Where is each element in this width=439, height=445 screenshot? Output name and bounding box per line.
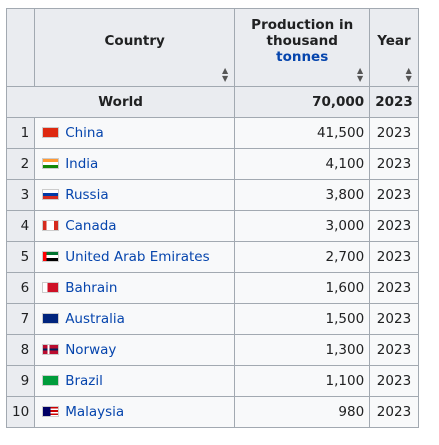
year-cell: 2023 <box>369 148 419 180</box>
flag-icon <box>42 375 60 386</box>
production-cell: 4,100 <box>234 148 371 180</box>
country-link[interactable]: Malaysia <box>65 404 125 420</box>
production-cell: 1,500 <box>234 303 371 335</box>
production-cell: 1,100 <box>234 365 371 397</box>
year-cell: 2023 <box>369 241 419 273</box>
country-link[interactable]: China <box>65 125 104 141</box>
table-row: 9 Brazil 1,100 2023 <box>5 365 419 397</box>
country-link[interactable]: Brazil <box>65 373 103 389</box>
country-link[interactable]: Canada <box>65 218 117 234</box>
country-header-text: Country <box>104 32 165 49</box>
header-row: Country ▲ ▼ Production in thousand tonnes ▲ ▼… <box>5 8 419 87</box>
table-row: 3 Russia 3,800 2023 <box>5 179 419 211</box>
year-cell: 2023 <box>369 179 419 211</box>
sort-arrow[interactable]: ▲ ▼ <box>405 66 412 83</box>
table-row: 1 China 41,500 2023 <box>5 117 419 149</box>
sort-arrow[interactable]: ▲ ▼ <box>222 66 229 83</box>
world-label: World <box>5 86 236 118</box>
flag-icon <box>42 158 60 169</box>
table-row: 10 Malaysia 980 2023 <box>5 396 419 428</box>
table-row: 2 India 4,100 2023 <box>5 148 419 180</box>
country-cell: Canada <box>34 210 236 242</box>
flag-icon <box>42 313 60 324</box>
table-row: 6 Bahrain 1,600 2023 <box>5 272 419 304</box>
flag-icon <box>42 189 60 200</box>
year-cell: 2023 <box>369 210 419 242</box>
production-header[interactable]: Production in thousand tonnes ▲ ▼ <box>234 8 371 87</box>
rank-header <box>5 8 36 87</box>
table-row: 8 Norway 1,300 2023 <box>5 334 419 366</box>
unit-link[interactable]: tonnes <box>276 48 329 65</box>
flag-icon <box>42 127 60 138</box>
table-row: 4 Canada 3,000 2023 <box>5 210 419 242</box>
table-row: 7 Australia 1,500 2023 <box>5 303 419 335</box>
year-cell: 2023 <box>369 272 419 304</box>
rank-cell: 8 <box>5 334 36 366</box>
year-header-text: Year <box>377 32 411 49</box>
world-production: 70,000 <box>234 86 371 118</box>
flag-icon <box>42 282 60 293</box>
year-cell: 2023 <box>369 303 419 335</box>
year-cell: 2023 <box>369 117 419 149</box>
country-link[interactable]: Australia <box>65 311 125 327</box>
country-header[interactable]: Country ▲ ▼ <box>34 8 236 87</box>
production-cell: 3,800 <box>234 179 371 211</box>
year-cell: 2023 <box>369 396 419 428</box>
country-cell: Norway <box>34 334 236 366</box>
production-header-text: thousand <box>266 32 338 49</box>
rank-cell: 5 <box>5 241 36 273</box>
rank-cell: 9 <box>5 365 36 397</box>
production-cell: 41,500 <box>234 117 371 149</box>
country-cell: Australia <box>34 303 236 335</box>
country-cell: United Arab Emirates <box>34 241 236 273</box>
country-link[interactable]: United Arab Emirates <box>65 249 210 265</box>
year-cell: 2023 <box>369 334 419 366</box>
flag-icon <box>42 220 60 231</box>
rank-cell: 4 <box>5 210 36 242</box>
country-link[interactable]: Bahrain <box>65 280 118 296</box>
rank-cell: 3 <box>5 179 36 211</box>
production-cell: 1,600 <box>234 272 371 304</box>
country-link[interactable]: Russia <box>65 187 109 203</box>
world-row: World 70,000 2023 <box>5 86 419 118</box>
rank-cell: 1 <box>5 117 36 149</box>
production-cell: 3,000 <box>234 210 371 242</box>
country-cell: Bahrain <box>34 272 236 304</box>
rank-cell: 2 <box>5 148 36 180</box>
production-table: Country ▲ ▼ Production in thousand tonnes ▲ ▼… <box>5 8 419 428</box>
production-cell: 1,300 <box>234 334 371 366</box>
production-cell: 2,700 <box>234 241 371 273</box>
rank-cell: 6 <box>5 272 36 304</box>
country-cell: China <box>34 117 236 149</box>
rank-cell: 7 <box>5 303 36 335</box>
world-year: 2023 <box>369 86 419 118</box>
production-cell: 980 <box>234 396 371 428</box>
flag-icon <box>42 344 60 355</box>
country-cell: India <box>34 148 236 180</box>
table-row: 5 United Arab Emirates 2,700 2023 <box>5 241 419 273</box>
country-link[interactable]: India <box>65 156 99 172</box>
sort-arrow[interactable]: ▲ ▼ <box>357 66 364 83</box>
country-link[interactable]: Norway <box>65 342 117 358</box>
country-cell: Brazil <box>34 365 236 397</box>
flag-icon <box>42 406 60 417</box>
flag-icon <box>42 251 60 262</box>
year-header[interactable]: Year ▲ ▼ <box>369 8 419 87</box>
country-cell: Malaysia <box>34 396 236 428</box>
rank-cell: 10 <box>5 396 36 428</box>
production-header-text: Production in <box>251 16 354 33</box>
country-cell: Russia <box>34 179 236 211</box>
year-cell: 2023 <box>369 365 419 397</box>
